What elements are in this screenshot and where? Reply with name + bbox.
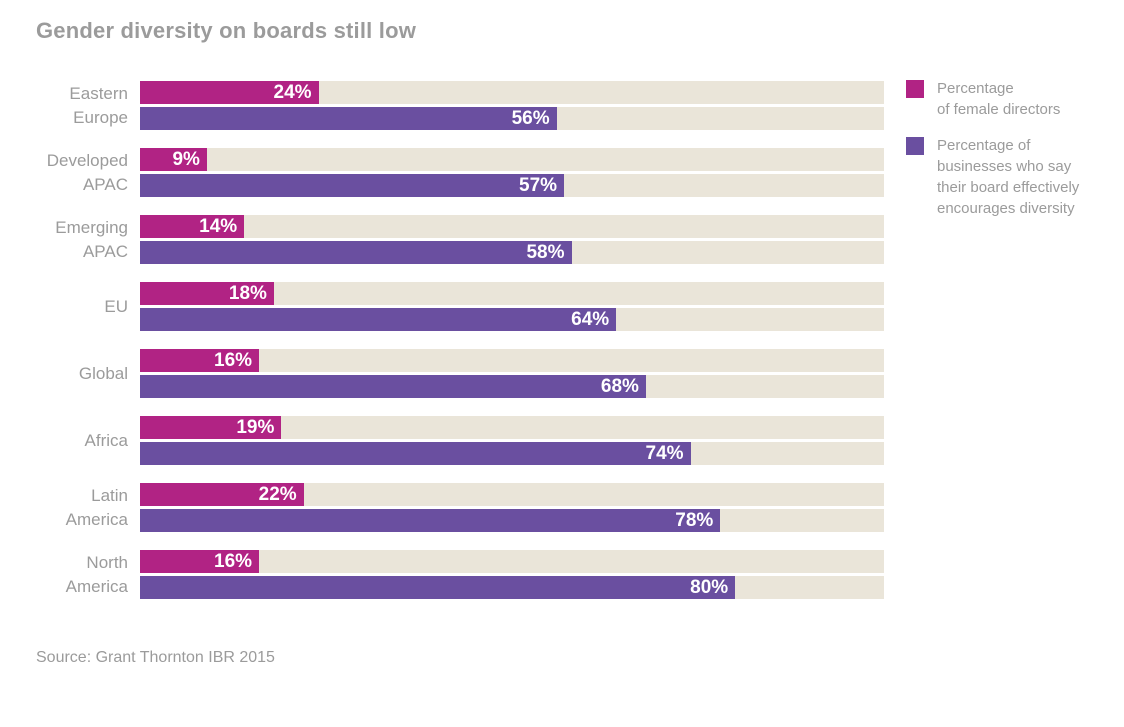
category-label: Developed APAC — [46, 150, 128, 194]
chart-title: Gender diversity on boards still low — [36, 18, 417, 43]
bar-track: 18% — [140, 282, 884, 305]
value-label: 78% — [675, 509, 714, 531]
bar-pair: 19% 74% — [140, 416, 884, 465]
bar-business-diversity: 74% — [140, 442, 691, 465]
bar-track: 56% — [140, 107, 884, 130]
value-label: 22% — [258, 483, 297, 505]
bar-pair: 14% 58% — [140, 215, 884, 264]
legend-label-business: Percentage of businesses who say their b… — [937, 137, 1080, 217]
value-label: 58% — [526, 241, 565, 263]
chart-row: Eastern Europe 24% 56% — [36, 81, 884, 130]
chart-row: North America 16% 80% — [36, 550, 884, 599]
bar-track: 78% — [140, 509, 884, 532]
value-label: 68% — [600, 375, 639, 397]
bar-female-directors: 19% — [140, 416, 282, 439]
bar-business-diversity: 56% — [140, 107, 557, 130]
bar-track: 64% — [140, 308, 884, 331]
bar-business-diversity: 58% — [140, 241, 572, 264]
chart-row: Global 16% 68% — [36, 349, 884, 398]
bar-pair: 16% 80% — [140, 550, 884, 599]
bar-track: 16% — [140, 349, 884, 372]
chart-row: Latin America 22% 78% — [36, 483, 884, 532]
legend-swatch-female-icon — [906, 80, 924, 98]
legend-swatch-business-icon — [906, 137, 924, 155]
bar-track: 58% — [140, 241, 884, 264]
value-label: 64% — [571, 308, 610, 330]
category-label: North America — [65, 552, 128, 596]
bar-female-directors: 16% — [140, 349, 260, 372]
bar-track: 9% — [140, 148, 884, 171]
bar-track: 74% — [140, 442, 884, 465]
chart-row: Africa 19% 74% — [36, 416, 884, 465]
bar-business-diversity: 80% — [140, 576, 736, 599]
bar-female-directors: 22% — [140, 483, 304, 506]
value-label: 74% — [645, 442, 684, 464]
bar-pair: 22% 78% — [140, 483, 884, 532]
bar-female-directors: 16% — [140, 550, 260, 573]
bar-track: 22% — [140, 483, 884, 506]
chart-row: Developed APAC 9% 57% — [36, 148, 884, 197]
value-label: 9% — [172, 148, 200, 170]
value-label: 14% — [199, 215, 238, 237]
bar-track: 14% — [140, 215, 884, 238]
category-label: Africa — [84, 430, 128, 450]
bar-business-diversity: 78% — [140, 509, 721, 532]
value-label: 80% — [690, 576, 729, 598]
bar-track: 80% — [140, 576, 884, 599]
value-label: 24% — [273, 81, 312, 103]
bar-track: 19% — [140, 416, 884, 439]
category-label: Emerging APAC — [55, 217, 128, 261]
value-label: 16% — [214, 550, 253, 572]
category-label: EU — [104, 296, 128, 316]
value-label: 19% — [236, 416, 275, 438]
bar-track: 57% — [140, 174, 884, 197]
value-label: 16% — [214, 349, 253, 371]
bar-female-directors: 24% — [140, 81, 319, 104]
bar-business-diversity: 64% — [140, 308, 617, 331]
value-label: 18% — [228, 282, 267, 304]
bar-female-directors: 9% — [140, 148, 207, 171]
bar-pair: 16% 68% — [140, 349, 884, 398]
category-label: Eastern Europe — [69, 83, 128, 127]
legend-label-female: Percentage of female directors — [937, 80, 1061, 118]
value-label: 56% — [511, 107, 550, 129]
category-label: Global — [78, 363, 128, 383]
chart-row: Emerging APAC 14% 58% — [36, 215, 884, 264]
source-attribution: Source: Grant Thornton IBR 2015 — [36, 649, 275, 666]
bar-track: 68% — [140, 375, 884, 398]
value-label: 57% — [519, 174, 558, 196]
bar-pair: 18% 64% — [140, 282, 884, 331]
chart-legend: Percentage of female directors Percentag… — [906, 78, 1120, 234]
chart-row: EU 18% 64% — [36, 282, 884, 331]
bar-pair: 24% 56% — [140, 81, 884, 130]
legend-item-business-diversity: Percentage of businesses who say their b… — [906, 135, 1120, 219]
legend-item-female-directors: Percentage of female directors — [906, 78, 1120, 120]
category-label: Latin America — [65, 485, 128, 529]
bar-business-diversity: 68% — [140, 375, 646, 398]
bar-track: 24% — [140, 81, 884, 104]
bar-female-directors: 18% — [140, 282, 274, 305]
bar-pair: 9% 57% — [140, 148, 884, 197]
bar-chart: Eastern Europe 24% 56% Developed APAC 9% 57% E… — [36, 81, 884, 617]
bar-business-diversity: 57% — [140, 174, 565, 197]
bar-female-directors: 14% — [140, 215, 245, 238]
bar-track: 16% — [140, 550, 884, 573]
